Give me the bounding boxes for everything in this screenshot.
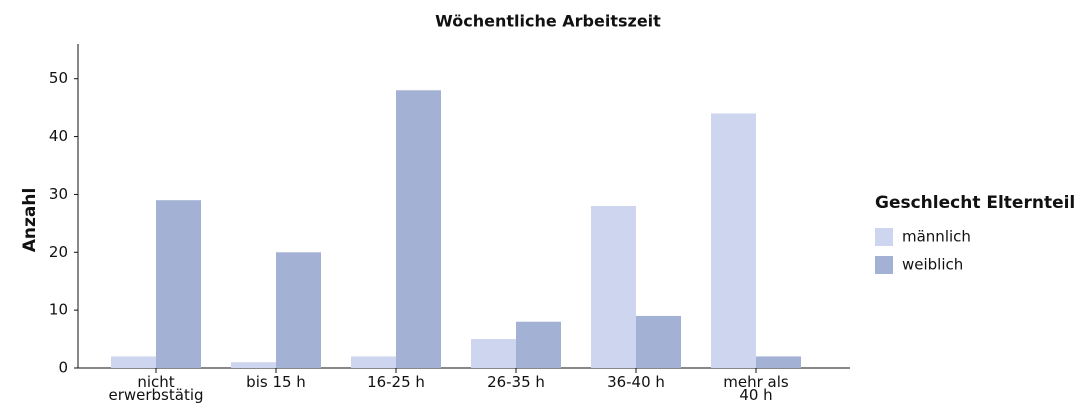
x-tick-label: mehr als 40 h — [723, 373, 789, 404]
chart-title: Wöchentliche Arbeitszeit — [435, 12, 661, 31]
y-tick-label: 0 — [58, 359, 68, 377]
bar — [471, 339, 516, 368]
bar — [396, 90, 441, 369]
bar — [711, 113, 756, 368]
bar — [591, 206, 636, 368]
x-tick-label: 16-25 h — [367, 373, 425, 391]
bar — [111, 356, 156, 368]
y-tick-label: 50 — [49, 69, 68, 87]
bar — [516, 321, 561, 368]
legend-title: Geschlecht Elternteil — [875, 193, 1075, 213]
bar — [351, 356, 396, 368]
x-tick-label: nicht erwerbstätig — [108, 373, 204, 404]
x-tick-label: 36-40 h — [607, 373, 665, 391]
bar — [756, 356, 801, 368]
y-tick-label: 40 — [49, 127, 68, 145]
bar — [276, 252, 321, 368]
legend-label: weiblich — [902, 256, 963, 274]
legend-swatch — [875, 228, 893, 246]
bar — [231, 362, 276, 368]
x-tick-label: bis 15 h — [246, 373, 306, 391]
legend-swatch — [875, 256, 893, 274]
x-tick-label: 26-35 h — [487, 373, 545, 391]
y-tick-label: 10 — [49, 301, 68, 319]
y-tick-label: 30 — [49, 185, 68, 203]
y-axis-label: Anzahl — [20, 188, 40, 253]
y-tick-label: 20 — [49, 243, 68, 261]
legend-label: männlich — [902, 228, 971, 246]
bar — [636, 315, 681, 368]
bar — [156, 200, 201, 368]
